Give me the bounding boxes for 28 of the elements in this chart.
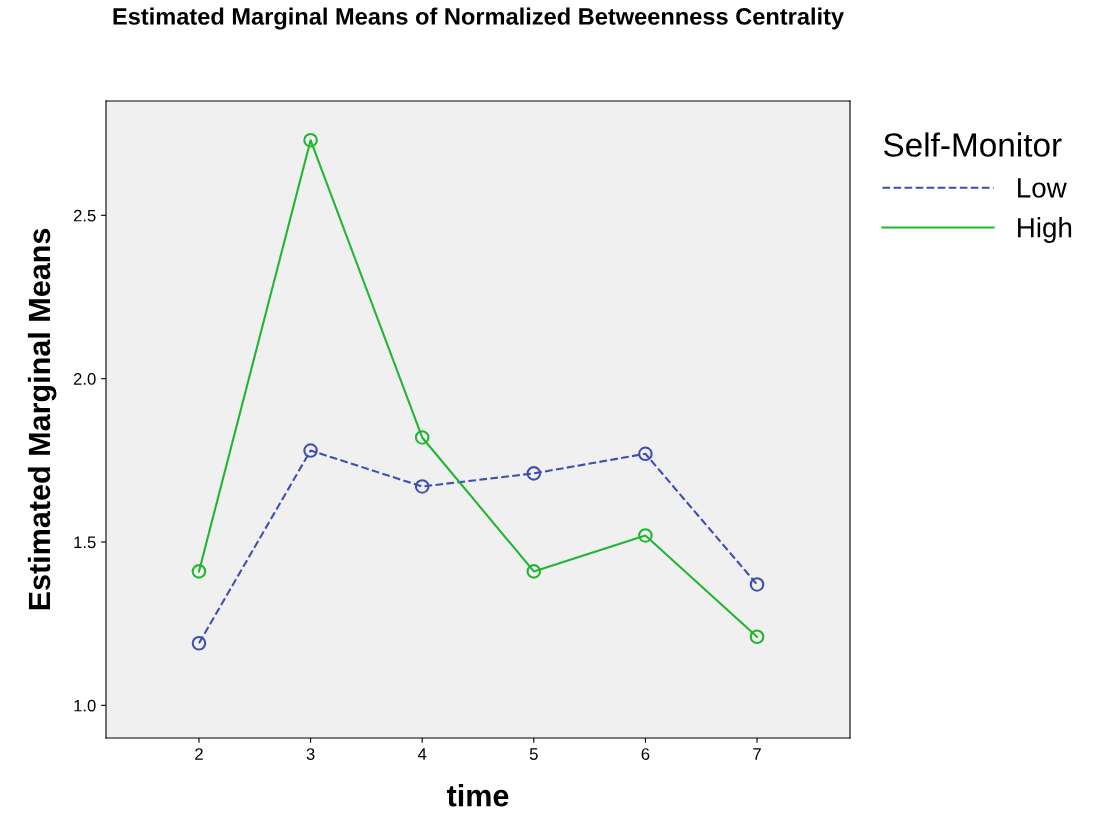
point [414,430,430,445]
x-tick-label: 3 [306,748,315,760]
y-tick-label: 1.0 [74,699,96,712]
point [749,577,765,592]
point [414,479,430,494]
point [191,635,207,651]
point [191,564,207,579]
point [303,132,318,148]
y-tick-label: 2.0 [73,373,96,385]
x-tick-label: 2 [195,748,203,760]
point [749,629,765,645]
x-tick-label: 4 [417,748,427,760]
point [638,528,653,543]
chart-title: Estimated Marginal Means of Normalized Betweenness Centrality [113,7,844,30]
legend-title: Self-Monitor [883,132,1062,157]
point [526,564,542,579]
y-tick-label: 1.5 [74,536,96,549]
x-tick-label: 7 [753,748,761,760]
point [638,446,653,462]
x-axis-title: time [446,784,509,807]
x-tick-label: 5 [529,748,538,760]
y-axis-title: Estimated Marginal Means [27,228,57,610]
legend-label: Low [1018,178,1067,198]
point [526,466,542,481]
legend-label: High [1018,217,1072,244]
point [303,443,318,458]
y-tick-label: 2.5 [73,209,96,222]
x-tick-label: 6 [641,748,650,760]
